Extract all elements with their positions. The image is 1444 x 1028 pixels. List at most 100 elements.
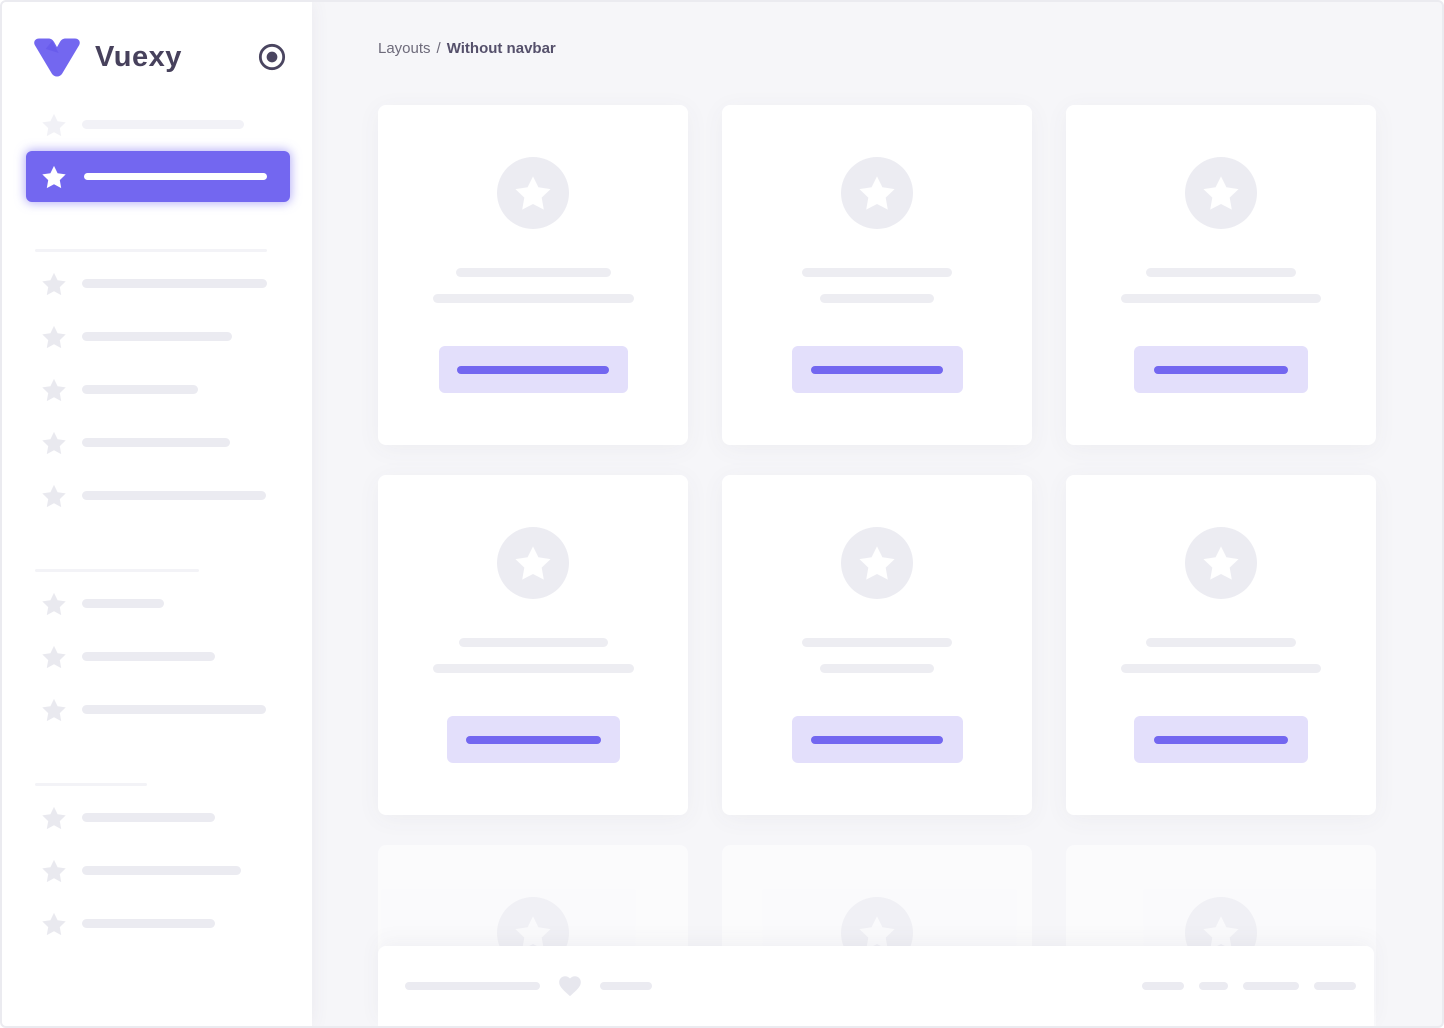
breadcrumb: Layouts / Without navbar [378, 38, 1376, 60]
breadcrumb-current-page: Without navbar [446, 40, 556, 57]
sidebar-menu-item[interactable] [2, 577, 312, 630]
menu-pin-toggle-icon[interactable] [258, 43, 286, 71]
sidebar-section [2, 98, 312, 202]
button-placeholder[interactable] [1134, 346, 1308, 393]
sidebar-menu-item[interactable] [2, 257, 312, 310]
avatar-circle [841, 527, 913, 599]
button-placeholder[interactable] [791, 346, 963, 393]
star-icon [859, 546, 895, 580]
brand-header: Vuexy [2, 2, 312, 98]
star-icon [42, 592, 66, 616]
text-line-placeholder [432, 664, 634, 673]
star-icon [42, 806, 66, 830]
button-placeholder[interactable] [791, 716, 963, 763]
footer-link-placeholder [1142, 982, 1184, 990]
footer-text-placeholder [405, 982, 540, 990]
star-icon [42, 912, 66, 936]
button-label-placeholder [1154, 365, 1288, 374]
star-icon [515, 916, 551, 950]
brand-title: Vuexy [95, 40, 182, 73]
sidebar-menu-item[interactable] [2, 844, 312, 897]
button-placeholder[interactable] [1134, 716, 1308, 763]
text-line-placeholder [458, 638, 608, 647]
vuexy-logo-icon [32, 36, 82, 78]
text-line-placeholder [820, 664, 934, 673]
sidebar-menu-item[interactable] [2, 683, 312, 736]
text-line-placeholder [802, 268, 952, 277]
avatar-circle [497, 527, 569, 599]
placeholder-card [378, 475, 688, 815]
menu-item-label-placeholder [82, 120, 244, 129]
button-label-placeholder [1154, 735, 1288, 744]
star-icon [42, 859, 66, 883]
avatar-circle [497, 157, 569, 229]
star-icon [42, 645, 66, 669]
star-icon [1203, 176, 1239, 210]
star-icon [515, 176, 551, 210]
placeholder-card [378, 105, 688, 445]
star-icon [1203, 546, 1239, 580]
text-line-placeholder [1146, 638, 1296, 647]
menu-item-label-placeholder [82, 385, 198, 394]
sidebar-menu-item[interactable] [2, 791, 312, 844]
menu-item-label-placeholder [82, 599, 164, 608]
footer-link-placeholder [1314, 982, 1356, 990]
sidebar-section [2, 249, 312, 522]
text-line-placeholder [432, 294, 634, 303]
button-placeholder[interactable] [446, 716, 620, 763]
sidebar-section [2, 569, 312, 736]
star-icon [42, 698, 66, 722]
sidebar-menu-item[interactable] [2, 469, 312, 522]
button-label-placeholder [457, 365, 609, 374]
menu-item-label-placeholder [82, 866, 241, 875]
sidebar-menu-item[interactable] [2, 630, 312, 683]
text-line-placeholder [1146, 268, 1296, 277]
star-icon [42, 484, 66, 508]
placeholder-card [722, 105, 1032, 445]
text-line-placeholder [1121, 294, 1321, 303]
sidebar-menu-item[interactable] [2, 897, 312, 950]
avatar-circle [1185, 157, 1257, 229]
star-icon [42, 165, 66, 189]
card-grid [378, 105, 1376, 1026]
placeholder-card [1066, 475, 1376, 815]
text-line-placeholder [455, 268, 611, 277]
main-content: Layouts / Without navbar [312, 2, 1442, 1026]
footer-links-placeholder [1142, 982, 1356, 990]
button-label-placeholder [811, 735, 943, 744]
menu-item-label-placeholder [82, 705, 266, 714]
placeholder-card [1066, 105, 1376, 445]
sidebar-menu-item[interactable] [2, 98, 312, 151]
star-icon [42, 325, 66, 349]
sidebar-section-divider [35, 783, 147, 786]
text-line-placeholder [802, 638, 952, 647]
sidebar: Vuexy [2, 2, 312, 1026]
sidebar-section-divider [35, 249, 267, 252]
breadcrumb-item-layouts[interactable]: Layouts [378, 40, 431, 57]
star-icon [42, 431, 66, 455]
sidebar-menu-item[interactable] [2, 310, 312, 363]
heart-icon [557, 973, 583, 999]
avatar-circle [1185, 527, 1257, 599]
menu-item-label-placeholder [82, 332, 232, 341]
footer-text-placeholder [600, 982, 652, 990]
star-icon [859, 916, 895, 950]
menu-item-label-placeholder [82, 438, 230, 447]
sidebar-menu-item[interactable] [2, 363, 312, 416]
text-line-placeholder [820, 294, 934, 303]
sidebar-menu-item-active[interactable] [26, 151, 290, 202]
star-icon [42, 113, 66, 137]
menu-item-label-placeholder [82, 279, 267, 288]
footer-link-placeholder [1243, 982, 1299, 990]
button-placeholder[interactable] [438, 346, 628, 393]
menu-item-label-placeholder [82, 491, 266, 500]
menu-item-label-placeholder [84, 173, 267, 180]
footer-link-placeholder [1199, 982, 1228, 990]
star-icon [42, 378, 66, 402]
text-line-placeholder [1121, 664, 1321, 673]
sidebar-section [2, 783, 312, 950]
sidebar-nav [2, 98, 312, 950]
sidebar-menu-item[interactable] [2, 416, 312, 469]
star-icon [515, 546, 551, 580]
